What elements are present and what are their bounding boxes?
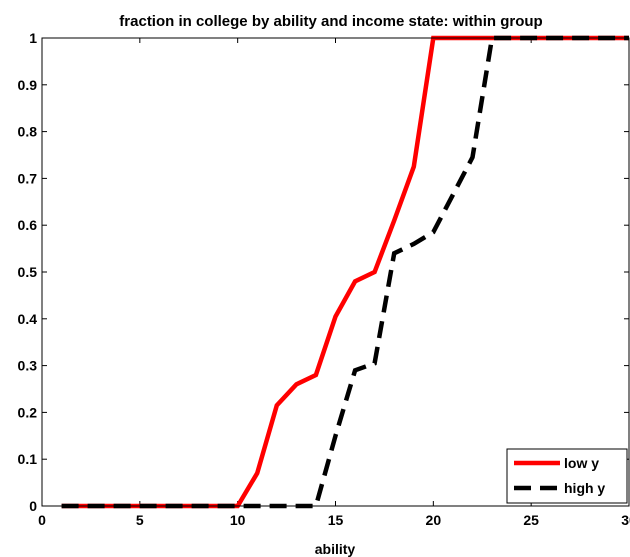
plot-frame [41, 37, 630, 507]
legend: low y high y [506, 448, 628, 504]
x-tick-label: 20 [426, 512, 442, 528]
axis-ticks: 0 5 10 15 20 25 30 0 0.1 0.2 0.3 0.4 0.5 0.6 0.7 0.8 0.9… [18, 30, 630, 528]
y-tick-label: 0.1 [18, 451, 38, 467]
y-tick-label: 0.4 [18, 311, 38, 327]
legend-label: low y [564, 455, 599, 471]
x-tick-label: 30 [621, 512, 630, 528]
y-tick-label: 0.5 [18, 264, 38, 280]
y-tick-label: 0 [29, 498, 37, 514]
chart-title: fraction in college by ability and incom… [119, 13, 542, 30]
x-tick-label: 5 [136, 512, 144, 528]
x-tick-label: 10 [230, 512, 246, 528]
y-tick-label: 0.2 [18, 404, 38, 420]
y-tick-label: 0.9 [18, 77, 38, 93]
x-tick-label: 25 [523, 512, 539, 528]
y-tick-label: 0.6 [18, 217, 38, 233]
y-tick-label: 1 [29, 30, 37, 46]
legend-box [506, 448, 628, 504]
y-tick-label: 0.3 [18, 358, 38, 374]
y-tick-label: 0.8 [18, 124, 38, 140]
x-tick-label: 15 [328, 512, 344, 528]
x-tick-label: 0 [38, 512, 46, 528]
plot-area [42, 38, 629, 506]
y-tick-label: 0.7 [18, 170, 38, 186]
legend-label: high y [564, 480, 605, 496]
x-axis-title: ability [315, 541, 356, 557]
